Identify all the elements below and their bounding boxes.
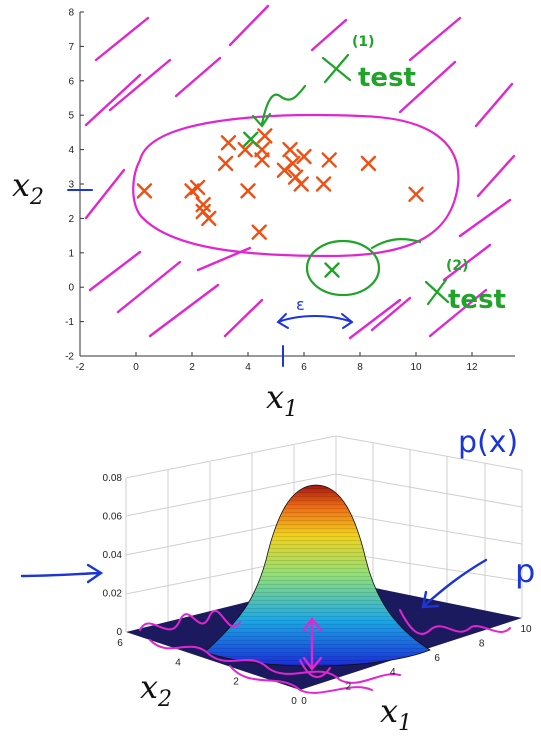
test2-circle: [305, 239, 381, 297]
test1-arrowhead: [251, 112, 272, 128]
data-points: [136, 128, 424, 278]
z-tick-label: 0.04: [103, 550, 123, 561]
x1-tick-label: 2: [346, 682, 352, 693]
data-point: [201, 210, 217, 227]
data-point: [251, 224, 267, 240]
z-tick-label: 0: [116, 627, 122, 638]
blue-arrows: [20, 558, 488, 609]
x2-tick-label: 6: [117, 638, 123, 649]
y-tick-label: 8: [68, 8, 74, 19]
y-tick-label: -2: [65, 352, 74, 363]
x1-tick-label: 10: [520, 624, 532, 635]
px-annotation: p(x): [458, 425, 518, 460]
y-tick-label: 0: [68, 283, 74, 294]
surface-plot: 0 0.02 0.04 0.06 0.08 0 2 4 6 8 10 0 2 4 6 p(x) p x2…: [20, 425, 535, 736]
x1-tick-label: 8: [479, 638, 485, 649]
test2-label: test: [448, 285, 506, 315]
data-point: [240, 183, 256, 199]
x2-tick-label: 4: [175, 657, 181, 668]
data-point: [195, 196, 211, 213]
y-tick-label: 6: [68, 76, 74, 87]
x2-tick-label: 2: [233, 677, 239, 688]
test1-label: test: [358, 63, 416, 93]
epsilon-annotation: [67, 189, 354, 367]
p-side-annotation: p: [515, 552, 535, 590]
data-point: [254, 152, 270, 168]
vertical-double-arrow: [302, 617, 323, 671]
test1-superscript: (1): [352, 34, 375, 50]
x-tick-label: -2: [76, 362, 85, 373]
x-tick-label: 2: [189, 362, 195, 373]
z-tick-label: 0.08: [103, 473, 123, 484]
x-tick-label: 12: [466, 362, 478, 373]
data-point: [315, 176, 332, 192]
z-tick-label: 0.02: [103, 589, 123, 600]
y-axis-label: x2: [12, 166, 44, 210]
x-axis-ticks: -2 0 2 4 6 8 10 12: [76, 352, 478, 373]
x2-axis-ticks: 0 2 4 6: [117, 638, 297, 707]
x-tick-label: 8: [357, 362, 363, 373]
test-point: [243, 131, 259, 147]
test-point: [324, 262, 340, 278]
data-point: [257, 128, 273, 144]
y-tick-label: 5: [68, 111, 74, 122]
left-arrow: [20, 563, 104, 584]
x-tick-label: 10: [410, 362, 422, 373]
x1-tick-label: 4: [390, 667, 396, 678]
data-point: [285, 155, 301, 172]
data-point: [136, 183, 153, 199]
data-point: [282, 141, 298, 158]
surface-meshlines: [205, 485, 430, 667]
data-point: [217, 155, 234, 172]
x1-tick-label: 6: [434, 653, 440, 664]
y-tick-label: 3: [68, 180, 74, 191]
x1-tick-label: 0: [301, 696, 307, 707]
data-point: [189, 179, 206, 196]
y-tick-label: 4: [68, 145, 74, 156]
x-tick-label: 6: [301, 362, 307, 373]
data-point: [296, 148, 312, 165]
y-tick-label: 7: [68, 42, 74, 53]
y-axis-ticks: -2 -1 0 1 2 3 4 5 6 7 8: [65, 8, 84, 363]
epsilon-label: ε: [296, 295, 305, 314]
data-point: [321, 152, 337, 168]
right-arrow: [421, 558, 488, 609]
y-tick-label: 1: [68, 248, 74, 259]
x-axis-label: x1: [266, 378, 298, 422]
x-tick-label: 0: [133, 362, 139, 373]
test2-arrow: [370, 238, 422, 250]
x1-axis-ticks: 0 2 4 6 8 10: [301, 624, 532, 707]
test1-x-glyph: [321, 53, 352, 84]
test-annotation-2: [305, 238, 450, 306]
test2-x-glyph: [424, 278, 450, 306]
x1-axis-label: x1: [380, 692, 412, 736]
test2-superscript: (2): [446, 258, 469, 274]
data-point: [237, 141, 253, 158]
test1-arrow: [260, 84, 307, 126]
decision-ellipse: [132, 114, 460, 258]
z-tick-label: 0.06: [103, 512, 123, 523]
x2-axis-label: x2: [140, 668, 172, 712]
x2-tick-label: 0: [291, 696, 297, 707]
hatch-marks: [84, 4, 516, 340]
data-point: [408, 186, 424, 203]
test-annotation-1: [251, 53, 352, 128]
double-arrow: [276, 313, 354, 329]
floor-scribbles: [139, 609, 511, 694]
data-point: [360, 155, 377, 172]
y-tick-label: 2: [68, 214, 74, 225]
data-point: [220, 135, 237, 151]
y-tick-label: -1: [65, 317, 74, 328]
data-point: [293, 176, 309, 192]
x-tick-label: 4: [245, 362, 251, 373]
z-axis-ticks: 0 0.02 0.04 0.06 0.08: [103, 473, 123, 638]
